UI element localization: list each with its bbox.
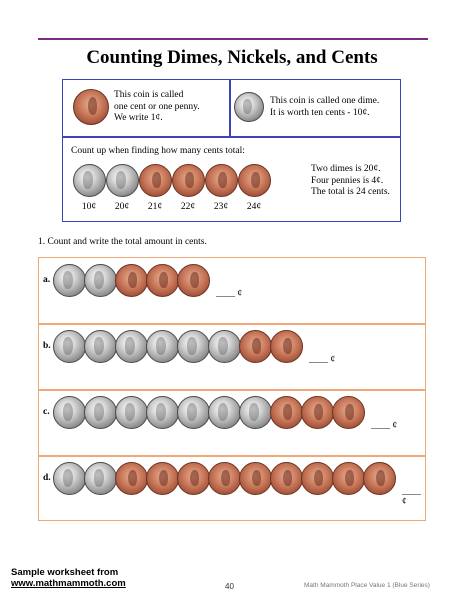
dime-icon: [73, 164, 106, 197]
exercise-divider: [39, 455, 425, 457]
penny-icon: [238, 164, 271, 197]
penny-icon: [270, 330, 303, 363]
penny-icon: [115, 462, 148, 495]
dime-icon: [53, 330, 86, 363]
penny-icon: [177, 462, 210, 495]
page-number: 40: [225, 582, 234, 591]
penny-icon: [73, 89, 109, 125]
answer-blank[interactable]: ____ ¢: [309, 355, 336, 365]
dime-icon: [177, 330, 210, 363]
penny-icon: [139, 164, 172, 197]
footer-sample-text: Sample worksheet from: [11, 567, 119, 578]
dime-icon: [53, 264, 86, 297]
penny-icon: [177, 264, 210, 297]
dime-icon: [234, 92, 264, 122]
count-up-label: 20¢: [114, 202, 130, 212]
penny-icon: [205, 164, 238, 197]
dime-icon: [239, 396, 272, 429]
answer-blank[interactable]: ____ ¢: [402, 487, 421, 507]
info-divider-horizontal: [63, 136, 400, 138]
dime-icon: [208, 396, 241, 429]
footer-url-link[interactable]: www.mathmammoth.com: [11, 578, 126, 589]
dime-icon: [177, 396, 210, 429]
answer-blank[interactable]: ____ ¢: [371, 421, 398, 431]
footer-sample: Sample worksheet from www.mathmammoth.co…: [11, 567, 126, 589]
penny-icon: [301, 462, 334, 495]
info-divider-vertical: [229, 80, 231, 136]
penny-icon: [301, 396, 334, 429]
penny-icon: [270, 462, 303, 495]
page-title: Counting Dimes, Nickels, and Cents: [86, 47, 378, 68]
penny-description: This coin is called one cent or one penn…: [114, 90, 200, 123]
exercise-divider: [39, 389, 425, 391]
dime-description: This coin is called one dime. It is wort…: [270, 96, 380, 118]
dime-icon: [146, 396, 179, 429]
penny-icon: [172, 164, 205, 197]
count-up-heading: Count up when finding how many cents tot…: [71, 146, 245, 156]
dime-icon: [53, 396, 86, 429]
exercise-instruction: 1. Count and write the total amount in c…: [38, 237, 207, 247]
title-rule: [38, 38, 428, 40]
penny-icon: [146, 462, 179, 495]
count-up-label: 22¢: [180, 202, 196, 212]
dime-icon: [84, 330, 117, 363]
dime-icon: [84, 396, 117, 429]
exercise-label: a.: [43, 275, 51, 285]
exercise-divider: [39, 323, 425, 325]
exercise-box: a. ____ ¢ b. ____ ¢ c. ____ ¢ d. ____ ¢: [38, 257, 426, 521]
penny-icon: [208, 462, 241, 495]
penny-icon: [270, 396, 303, 429]
dime-icon: [53, 462, 86, 495]
penny-icon: [115, 264, 148, 297]
penny-icon: [146, 264, 179, 297]
count-up-label: 21¢: [147, 202, 163, 212]
count-up-label: 10¢: [81, 202, 97, 212]
dime-icon: [115, 396, 148, 429]
dime-icon: [208, 330, 241, 363]
exercise-label: d.: [43, 473, 51, 483]
exercise-label: c.: [43, 407, 50, 417]
footer-series: Math Mammoth Place Value 1 (Blue Series): [304, 582, 430, 589]
answer-blank[interactable]: ____ ¢: [216, 289, 243, 299]
penny-icon: [332, 462, 365, 495]
dime-icon: [84, 462, 117, 495]
exercise-label: b.: [43, 341, 51, 351]
penny-icon: [363, 462, 396, 495]
dime-icon: [106, 164, 139, 197]
info-box: This coin is called one cent or one penn…: [62, 79, 401, 222]
dime-icon: [146, 330, 179, 363]
count-up-summary: Two dimes is 20¢. Four pennies is 4¢. Th…: [311, 164, 390, 197]
penny-icon: [239, 330, 272, 363]
count-up-label: 24¢: [246, 202, 262, 212]
penny-icon: [239, 462, 272, 495]
count-up-label: 23¢: [213, 202, 229, 212]
penny-icon: [332, 396, 365, 429]
dime-icon: [84, 264, 117, 297]
dime-icon: [115, 330, 148, 363]
